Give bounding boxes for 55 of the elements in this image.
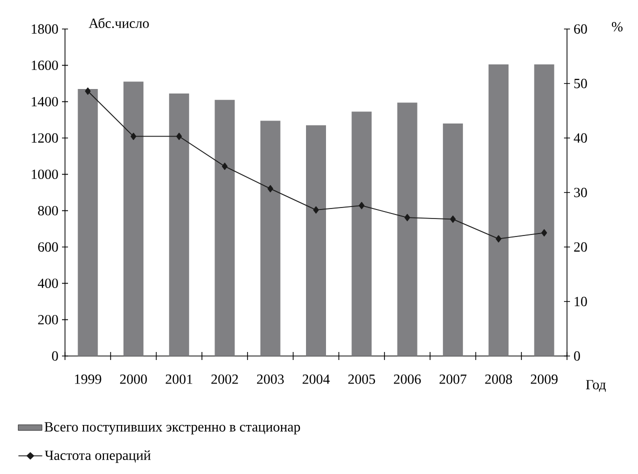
- y2-tick-label: 50: [574, 78, 587, 88]
- bar: [123, 82, 144, 356]
- y-tick-label: 1800: [32, 24, 58, 34]
- bar: [352, 112, 372, 356]
- y-tick-label: 800: [38, 206, 58, 216]
- point: [358, 202, 364, 210]
- y2-tick-label: 40: [574, 133, 587, 143]
- bar: [442, 123, 463, 356]
- point: [84, 87, 91, 95]
- point: [496, 235, 502, 242]
- y-tick-label: 1000: [32, 170, 58, 180]
- point: [130, 132, 136, 140]
- x-tick-label: 2000: [120, 374, 147, 384]
- y2-tick-label: 0: [574, 351, 580, 361]
- x-tick-label: 2003: [257, 374, 284, 384]
- y-tick-label: 200: [38, 314, 58, 324]
- legend-label: Частота операций: [44, 450, 151, 463]
- bar: [214, 100, 235, 356]
- y-tick-label: 1600: [32, 60, 58, 70]
- point: [450, 216, 456, 223]
- y-tick-label: 400: [38, 278, 58, 288]
- bar: [306, 125, 326, 356]
- legend-label: Всего поступивших экстренно в стационар: [44, 422, 300, 434]
- y-axis-title: Абс.число: [88, 18, 149, 28]
- point: [268, 185, 274, 192]
- y2-axis-title: %: [612, 22, 623, 32]
- x-tick-label: 2004: [302, 374, 330, 384]
- y2-tick-label: 30: [574, 188, 587, 198]
- point: [222, 162, 228, 170]
- point: [313, 206, 319, 214]
- bar: [169, 93, 190, 356]
- x-tick-label: 2006: [394, 374, 421, 384]
- y-tick-label: 600: [38, 242, 58, 252]
- point: [541, 229, 548, 236]
- y2-tick-label: 20: [574, 242, 587, 252]
- bar: [260, 120, 280, 356]
- x-tick-label: 2002: [211, 374, 238, 384]
- y2-tick-label: 10: [574, 296, 587, 306]
- y-tick-label: 1400: [32, 96, 58, 106]
- bar: [78, 88, 98, 356]
- x-tick-label: 2005: [348, 374, 376, 384]
- bar: [534, 64, 554, 356]
- x-tick-label: 2008: [485, 374, 512, 384]
- point: [176, 132, 182, 140]
- x-tick-label: 2009: [530, 374, 558, 384]
- x-axis-title: Год: [586, 380, 606, 392]
- y-tick-label: 0: [52, 351, 58, 361]
- bar: [397, 102, 418, 356]
- y2-tick-label: 60: [574, 24, 587, 34]
- point: [404, 214, 410, 222]
- x-tick-label: 1999: [75, 374, 102, 384]
- x-tick-label: 2001: [166, 374, 192, 384]
- y-tick-label: 1200: [32, 133, 58, 143]
- x-tick-label: 2007: [440, 374, 466, 384]
- bar: [488, 64, 509, 356]
